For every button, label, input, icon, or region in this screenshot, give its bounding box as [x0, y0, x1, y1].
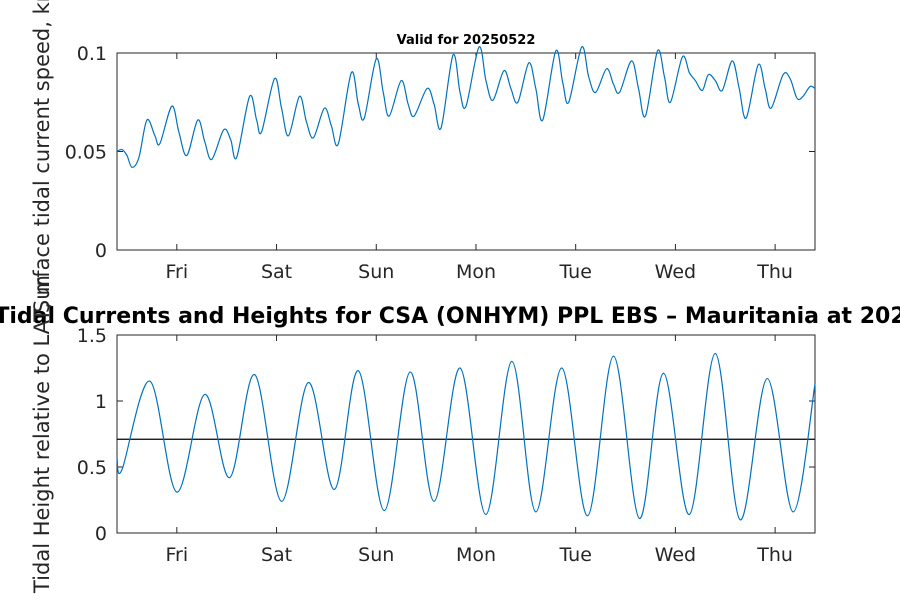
- current-speed-axes: Fri Sat Sun Mon Tue Wed Thu 0 0.05 0.1: [65, 43, 816, 283]
- top-x-tick-label: Sat: [261, 261, 292, 283]
- top-y-tick-label: 0.1: [77, 43, 107, 65]
- top-y-axis-label: Surface tidal current speed, kn: [30, 0, 54, 313]
- bottom-plot-frame: [116, 334, 816, 534]
- bottom-x-tick-label: Tue: [558, 544, 591, 566]
- tidal-height-axes: Fri Sat Sun Mon Tue Wed Thu 0 0.5 1 1.5: [77, 325, 816, 566]
- top-x-tick-label: Sun: [358, 261, 394, 283]
- top-y-tick-label: 0: [95, 240, 107, 262]
- top-x-tick-label: Mon: [456, 261, 496, 283]
- top-y-tick-label: 0.05: [65, 142, 107, 164]
- top-x-tick-label: Tue: [558, 261, 591, 283]
- top-plot-frame: [116, 52, 816, 251]
- bottom-y-tick-label: 1.5: [77, 325, 107, 347]
- bottom-x-tick-label: Fri: [166, 544, 189, 566]
- bottom-x-tick-label: Thu: [756, 544, 793, 566]
- top-x-tick-label: Thu: [756, 261, 793, 283]
- bottom-y-tick-label: 0: [95, 523, 107, 545]
- bottom-x-tick-label: Sun: [358, 544, 394, 566]
- bottom-y-tick-label: 1: [95, 391, 107, 413]
- top-x-tick-label: Fri: [166, 261, 189, 283]
- top-chart-title: Valid for 20250522: [397, 33, 536, 48]
- bottom-x-tick-label: Mon: [456, 544, 496, 566]
- bottom-series-line: [116, 352, 816, 521]
- bottom-chart-title: Tidal Currents and Heights for CSA (ONHY…: [0, 304, 900, 329]
- top-x-tick-label: Wed: [655, 261, 696, 283]
- top-series-line: [116, 46, 816, 168]
- bottom-x-tick-label: Sat: [261, 544, 292, 566]
- bottom-y-tick-label: 0.5: [77, 457, 107, 479]
- bottom-y-axis-label: Tidal Height relative to LAT, m: [30, 275, 54, 594]
- bottom-x-tick-label: Wed: [655, 544, 696, 566]
